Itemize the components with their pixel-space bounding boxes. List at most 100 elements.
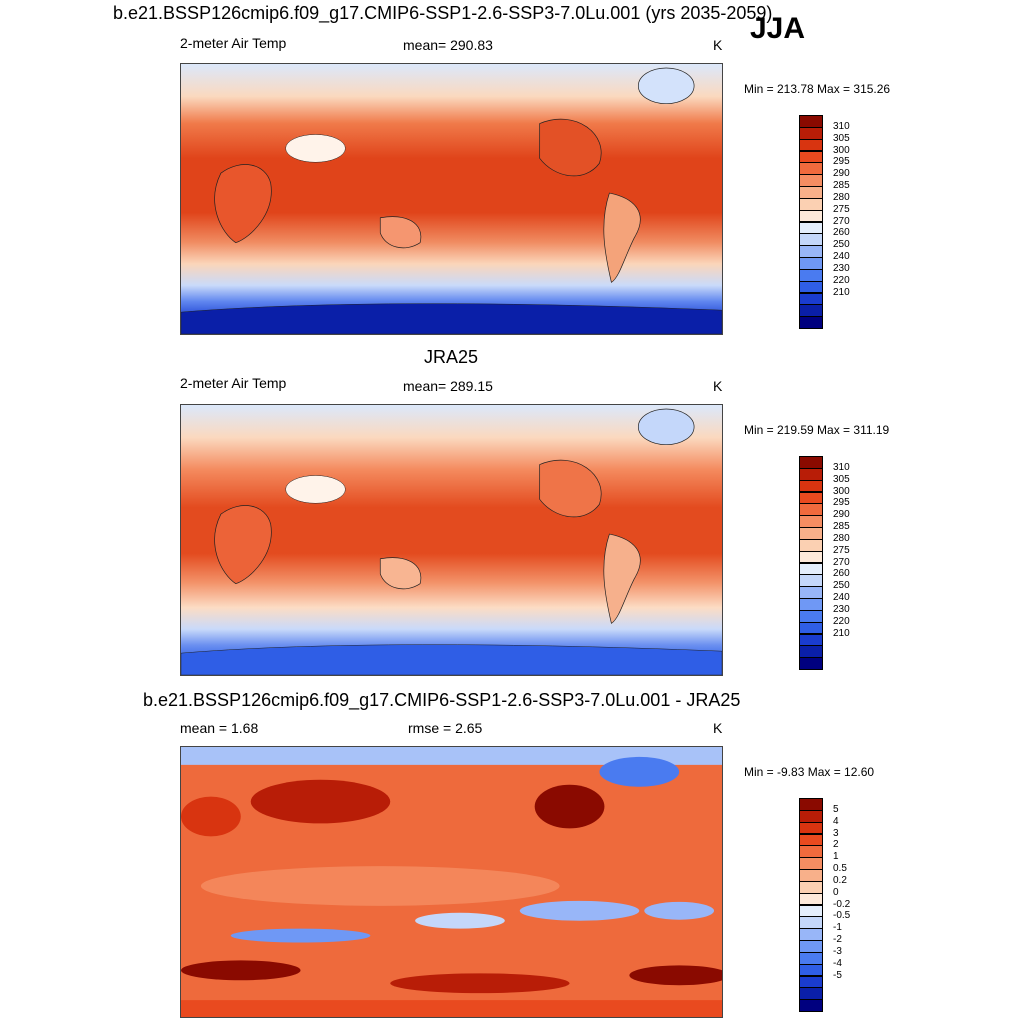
colorbar-tick-label: 310	[833, 461, 850, 473]
colorbar-tick-label: 270	[833, 215, 850, 227]
colorbar-tick-label: 270	[833, 556, 850, 568]
colorbar-tick-label: 290	[833, 168, 850, 180]
colorbar-segment	[799, 633, 823, 647]
colorbar-segment	[799, 186, 823, 199]
colorbar-tick-label: 220	[833, 615, 850, 627]
colorbar-segment	[799, 138, 823, 152]
panel2-minmax: Min = 219.59 Max = 311.19	[744, 423, 890, 437]
colorbar-segment	[799, 845, 823, 859]
colorbar-segment	[799, 821, 823, 835]
colorbar-tick-label: -0.5	[833, 910, 851, 922]
colorbar-segment	[799, 221, 823, 235]
panel2-units-label: K	[713, 378, 723, 394]
colorbar-segment	[799, 892, 823, 906]
panel2-colorbar: 310 305 300 295 290 285 280 275 270 260 250 240 230 2…	[799, 456, 850, 670]
panel3-map	[180, 746, 723, 1018]
panel2-map	[180, 404, 723, 676]
colorbar-tick-label: 310	[833, 120, 850, 132]
colorbar-tick-label: 2	[833, 839, 839, 851]
colorbar-tick-label: 3	[833, 827, 839, 839]
colorbar-segment	[799, 233, 823, 247]
colorbar-segment	[799, 904, 823, 918]
panel2-title: JRA25	[424, 347, 479, 367]
colorbar-segment	[799, 527, 823, 540]
panel3-mean-label: mean = 1.68	[180, 720, 259, 736]
colorbar-tick-label: 305	[833, 132, 850, 144]
colorbar-segment	[799, 550, 823, 564]
panel3-minmax: Min = -9.83 Max = 12.60	[744, 765, 875, 779]
colorbar-tick-label: 230	[833, 262, 850, 274]
colorbar-segment	[799, 268, 823, 282]
colorbar-tick-label: -5	[833, 969, 842, 981]
colorbar-tick-label: 260	[833, 227, 850, 239]
colorbar-segment	[799, 928, 823, 941]
colorbar-segment	[799, 999, 823, 1012]
colorbar-segment	[799, 503, 823, 517]
colorbar-tick-label: 280	[833, 191, 850, 203]
panel1-minmax: Min = 213.78 Max = 315.26	[744, 82, 891, 96]
colorbar-tick-label: 280	[833, 532, 850, 544]
colorbar-segment	[799, 197, 823, 211]
colorbar-tick-label: 240	[833, 592, 850, 603]
colorbar-segment	[799, 657, 823, 670]
colorbar-tick-label: 285	[833, 180, 850, 191]
colorbar-tick-label: 230	[833, 603, 850, 615]
panel1-map	[180, 63, 723, 335]
colorbar-segment	[799, 574, 823, 588]
colorbar-tick-label: 1	[833, 851, 839, 863]
panel1-variable-label: 2-meter Air Temp	[180, 35, 287, 51]
colorbar-tick-label: 5	[833, 803, 839, 815]
colorbar-segment	[799, 645, 823, 659]
panel1-mean-label: mean= 290.83	[403, 37, 493, 53]
colorbar-tick-label: 295	[833, 497, 850, 509]
colorbar-tick-label: 0.5	[833, 863, 847, 874]
colorbar-segment	[799, 126, 823, 140]
colorbar-segment	[799, 963, 823, 977]
colorbar-tick-label: 240	[833, 251, 850, 262]
colorbar-tick-label: 250	[833, 239, 850, 251]
colorbar-segment	[799, 515, 823, 528]
colorbar-segment	[799, 586, 823, 599]
colorbar-segment	[799, 833, 823, 847]
colorbar-segment	[799, 880, 823, 894]
colorbar-segment	[799, 809, 823, 823]
colorbar-tick-label: 295	[833, 156, 850, 168]
colorbar-segment	[799, 609, 823, 623]
colorbar-segment	[799, 456, 823, 469]
panel3-units-label: K	[713, 720, 723, 736]
colorbar-tick-label: -2	[833, 934, 842, 945]
colorbar-tick-label: 290	[833, 509, 850, 521]
colorbar-tick-label: -3	[833, 945, 842, 957]
colorbar-segment	[799, 857, 823, 870]
colorbar-segment	[799, 869, 823, 882]
colorbar-segment	[799, 257, 823, 270]
panel2-variable-label: 2-meter Air Temp	[180, 375, 287, 391]
colorbar-segment	[799, 280, 823, 294]
colorbar-segment	[799, 162, 823, 176]
colorbar-segment	[799, 491, 823, 505]
panel3-title: b.e21.BSSP126cmip6.f09_g17.CMIP6-SSP1-2.…	[143, 690, 741, 710]
colorbar-tick-label: 275	[833, 203, 850, 215]
colorbar-segment	[799, 467, 823, 481]
colorbar-segment	[799, 562, 823, 576]
colorbar-tick-label: 305	[833, 473, 850, 485]
panel3-colorbar: 5 4 3 2 1 0.5 0.2 0 -0.2 -0.5 -1 -2 -3 -4 -5	[799, 798, 850, 1012]
colorbar-segment	[799, 621, 823, 635]
colorbar-segment	[799, 987, 823, 1001]
colorbar-segment	[799, 940, 823, 953]
colorbar-segment	[799, 598, 823, 611]
colorbar-tick-label: 210	[833, 286, 850, 298]
panel2-mean-label: mean= 289.15	[403, 378, 493, 394]
colorbar-tick-label: 285	[833, 521, 850, 532]
colorbar-segment	[799, 245, 823, 258]
plot-title: b.e21.BSSP126cmip6.f09_g17.CMIP6-SSP1-2.…	[113, 3, 773, 23]
colorbar-segment	[799, 798, 823, 811]
colorbar-segment	[799, 304, 823, 318]
colorbar-segment	[799, 174, 823, 187]
colorbar-tick-label: 0	[833, 886, 839, 898]
panel1-colorbar: 310 305 300 295 290 285 280 275 270 260 250 240 230 2…	[799, 115, 850, 329]
colorbar-segment	[799, 115, 823, 128]
colorbar-segment	[799, 316, 823, 329]
colorbar-tick-label: 220	[833, 274, 850, 286]
colorbar-tick-label: 300	[833, 144, 850, 156]
